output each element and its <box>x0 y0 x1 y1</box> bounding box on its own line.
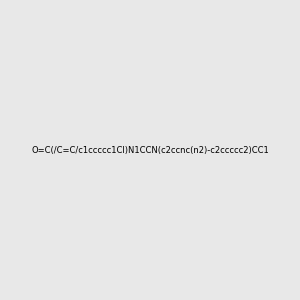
Text: O=C(/C=C/c1ccccc1Cl)N1CCN(c2ccnc(n2)-c2ccccc2)CC1: O=C(/C=C/c1ccccc1Cl)N1CCN(c2ccnc(n2)-c2c… <box>31 146 269 154</box>
